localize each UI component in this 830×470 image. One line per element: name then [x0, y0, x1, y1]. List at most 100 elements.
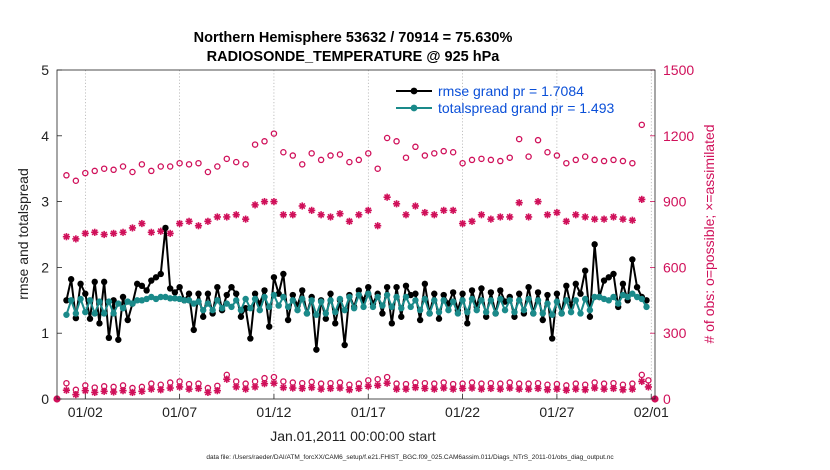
obs-assimilated-point: [562, 386, 570, 394]
obs-possible-point: [421, 152, 429, 159]
rmse-point: [497, 287, 504, 294]
totalspread-point: [185, 297, 193, 304]
rmse-point: [379, 310, 386, 317]
obs-assimilated-point: [355, 211, 363, 219]
totalspread-point: [284, 303, 292, 311]
totalspread-point: [567, 308, 575, 316]
y-tick-label-right: 900: [663, 194, 687, 210]
obs-assimilated-point: [147, 385, 155, 393]
y-tick-label-right: 600: [663, 259, 687, 275]
rmse-point: [534, 289, 542, 296]
totalspread-point: [365, 290, 372, 297]
rmse-point: [176, 283, 183, 291]
obs-assimilated-point: [308, 206, 316, 214]
obs-assimilated-point: [628, 216, 636, 224]
obs-assimilated-point: [440, 206, 448, 214]
totalspread-point: [506, 297, 513, 304]
x-tick-label: 01/12: [256, 404, 291, 420]
totalspread-point: [223, 300, 230, 307]
totalspread-point: [374, 293, 381, 301]
rmse-point: [539, 316, 546, 324]
obs-assimilated-point: [477, 211, 486, 219]
totalspread-point: [350, 304, 358, 312]
rmse-point: [398, 313, 405, 320]
totalspread-point: [72, 310, 80, 317]
x-axis-label: Jan.01,2011 00:00:00 start: [270, 428, 436, 444]
obs-possible-point: [497, 157, 504, 165]
obs-assimilated-point: [279, 211, 287, 219]
chart-title-line1: Northern Hemisphere 53632 / 70914 = 75.6…: [194, 30, 513, 46]
totalspread-point: [299, 295, 306, 303]
rmse-point: [148, 277, 155, 284]
obs-possible-point: [610, 156, 617, 164]
obs-assimilated-point: [62, 386, 71, 394]
obs-assimilated-point: [109, 229, 118, 238]
obs-assimilated-point: [402, 385, 410, 393]
obs-assimilated-point: [91, 228, 99, 236]
obs-possible-point: [63, 172, 70, 179]
legend-rmse-marker: [410, 87, 418, 95]
rmse-point: [247, 335, 254, 342]
totalspread-point: [332, 308, 339, 316]
totalspread-point: [435, 308, 443, 316]
obs-assimilated-point: [204, 217, 212, 225]
obs-assimilated-point: [166, 229, 174, 238]
totalspread-point: [228, 303, 235, 311]
obs-assimilated-point: [553, 208, 561, 217]
obs-possible-point: [638, 371, 646, 379]
totalspread-point: [280, 293, 287, 301]
rmse-point: [544, 291, 551, 299]
totalspread-point: [247, 304, 254, 312]
obs-assimilated-point: [176, 383, 184, 391]
totalspread-point: [204, 300, 212, 307]
rmse-point: [421, 280, 429, 288]
y-tick-label-left: 2: [41, 259, 49, 275]
rmse-point: [270, 274, 278, 281]
obs-possible-point: [327, 152, 334, 159]
obs-assimilated-point: [525, 385, 533, 393]
totalspread-point: [586, 306, 594, 314]
rmse-point: [313, 346, 320, 353]
totalspread-point: [270, 291, 278, 299]
totalspread-point: [501, 306, 509, 314]
obs-possible-point: [365, 150, 372, 157]
obs-assimilated-point: [487, 384, 495, 393]
totalspread-point: [171, 295, 179, 302]
obs-possible-point: [563, 159, 570, 167]
totalspread-point: [294, 306, 301, 314]
rmse-point: [199, 313, 207, 320]
rmse-point: [228, 283, 235, 291]
totalspread-point: [407, 303, 414, 311]
totalspread-point: [416, 306, 424, 314]
obs-assimilated-point: [458, 219, 467, 228]
plot-frame: [56, 69, 656, 400]
rmse-point: [223, 291, 230, 299]
obs-assimilated-point: [128, 388, 137, 397]
rmse-point: [190, 326, 197, 334]
axes: 01/02 01/07 01/12 01/17 01/22 01/27 02/0101234…: [41, 62, 694, 420]
obs-assimilated-point: [468, 384, 476, 392]
obs-possible-point: [346, 158, 353, 166]
obs-assimilated-point: [326, 213, 335, 221]
totalspread-point: [96, 298, 103, 305]
obs-assimilated-point: [411, 383, 420, 392]
obs-possible-point: [270, 130, 278, 137]
totalspread-point: [256, 306, 263, 314]
obs-possible-point: [506, 154, 513, 161]
obs-assimilated-point: [449, 385, 457, 393]
x-tick-label: 01/17: [351, 404, 386, 420]
rmse-point: [553, 290, 561, 297]
obs-assimilated-point: [279, 383, 287, 392]
obs-possible-point: [515, 135, 523, 143]
obs-assimilated-point: [383, 193, 391, 201]
obs-assimilated-point: [628, 385, 636, 393]
y-tick-label-left: 1: [41, 325, 49, 341]
rmse-point: [185, 290, 193, 297]
obs-possible-point: [553, 152, 561, 159]
totalspread-point: [214, 297, 221, 304]
obs-possible-point: [600, 157, 608, 165]
totalspread-point: [497, 295, 504, 303]
obs-assimilated-point: [487, 215, 495, 223]
totalspread-point: [110, 310, 117, 317]
obs-assimilated-point: [392, 385, 401, 393]
